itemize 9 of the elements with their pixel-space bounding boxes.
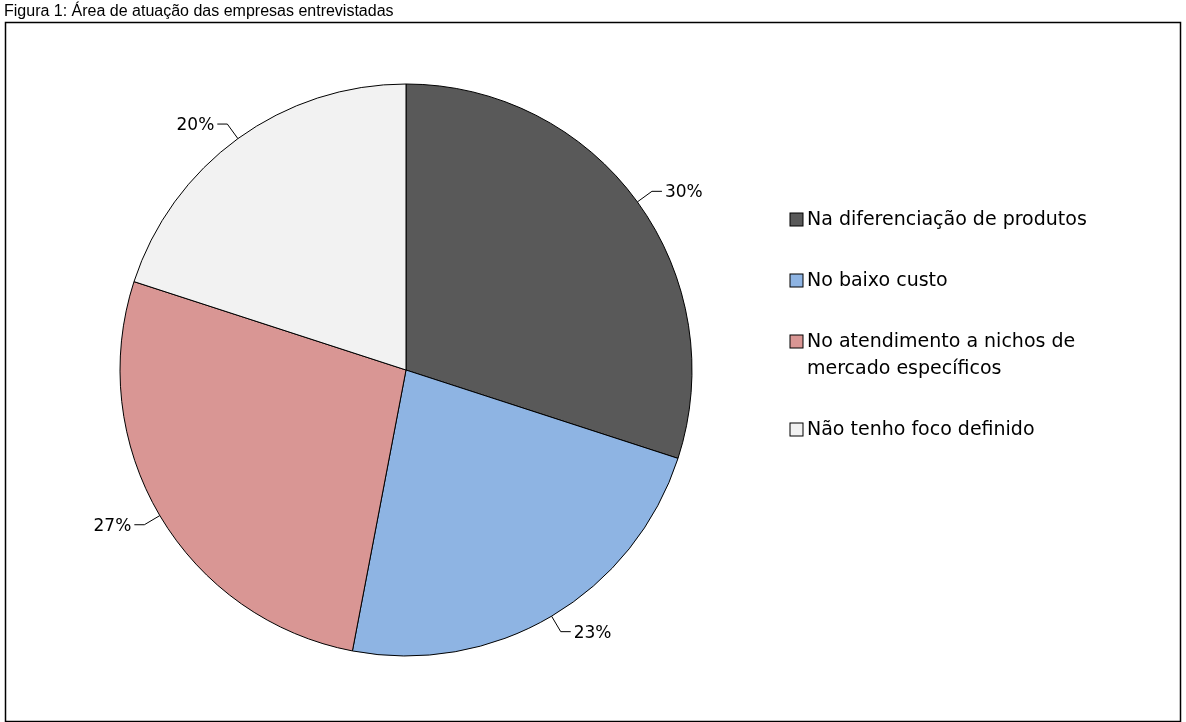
data-label: 20% bbox=[176, 114, 215, 135]
legend-label: Não tenho foco definido bbox=[807, 417, 1035, 439]
data-label: 23% bbox=[573, 621, 612, 642]
legend-label: No atendimento a nichos de mercado específicos bbox=[807, 329, 1076, 378]
chart-title: Figura 1: Área de atuação das empresas entrevistadas bbox=[4, 1, 394, 19]
legend-label: No baixo custo bbox=[807, 268, 948, 290]
data-label: 27% bbox=[93, 514, 132, 535]
legend-label: Na diferenciação de produtos bbox=[807, 207, 1087, 229]
data-label: 30% bbox=[664, 181, 703, 202]
